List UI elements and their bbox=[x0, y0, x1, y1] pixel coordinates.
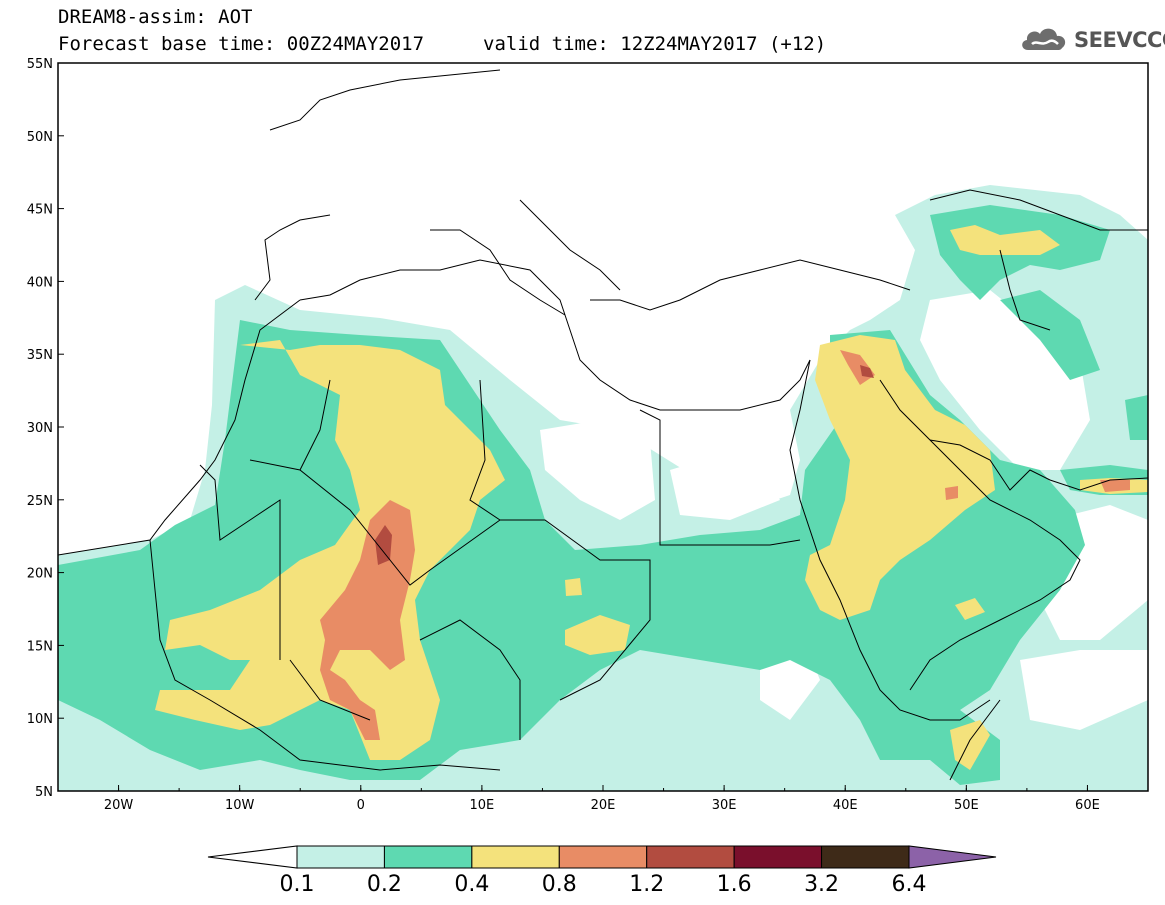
colorbar-label: 1.6 bbox=[716, 872, 752, 897]
colorbar-label: 0.4 bbox=[454, 872, 490, 897]
logo-text: SEEVCCC bbox=[1074, 28, 1165, 52]
lat-label: 35N bbox=[27, 348, 53, 363]
aot-band-0.4 bbox=[155, 225, 1148, 770]
longitude-ticks: 20W 10W 0 10E 20E 30E 40E 50E 60E bbox=[57, 785, 1149, 813]
colorbar-box bbox=[383, 845, 473, 869]
colorbar-label: 3.2 bbox=[804, 872, 840, 897]
lon-label: 20W bbox=[104, 798, 134, 813]
colorbar-box bbox=[471, 845, 560, 869]
lat-label: 5N bbox=[35, 785, 53, 800]
lon-label: 20E bbox=[591, 798, 616, 813]
colorbar-box bbox=[296, 845, 385, 869]
cloud-icon bbox=[1022, 28, 1066, 50]
lon-label: 0 bbox=[357, 798, 365, 813]
colorbar-box bbox=[733, 845, 823, 869]
lat-label: 20N bbox=[27, 567, 53, 582]
colorbar-box bbox=[558, 845, 648, 869]
colorbar-label: 0.2 bbox=[366, 872, 402, 897]
lon-label: 60E bbox=[1075, 798, 1100, 813]
colorbar-label: 0.8 bbox=[541, 872, 577, 897]
valid-time: valid time: 12Z24MAY2017 (+12) bbox=[483, 33, 827, 55]
lat-label: 45N bbox=[27, 203, 53, 218]
latitude-ticks: 55N 50N 45N 40N 35N 30N 25N 20N 15N 10N 5N bbox=[27, 57, 64, 800]
coastlines bbox=[58, 69, 1148, 781]
forecast-base-time: Forecast base time: 00Z24MAY2017 bbox=[58, 33, 425, 55]
aot-field bbox=[58, 63, 1148, 791]
lat-label: 25N bbox=[27, 494, 53, 509]
colorbar-under-arrow bbox=[207, 845, 298, 869]
seevccc-logo: SEEVCCC bbox=[1018, 22, 1165, 58]
lat-label: 55N bbox=[27, 57, 53, 72]
colorbar-label: 0.1 bbox=[279, 872, 315, 897]
colorbar-over-arrow bbox=[908, 845, 997, 869]
lat-label: 50N bbox=[27, 130, 53, 145]
aot-band-1.2 bbox=[375, 365, 874, 565]
colorbar-label: 1.2 bbox=[629, 872, 665, 897]
colorbar-label: 6.4 bbox=[891, 872, 927, 897]
lon-label: 30E bbox=[712, 798, 737, 813]
lon-label: 50E bbox=[954, 798, 979, 813]
colorbar-box bbox=[646, 845, 735, 869]
lon-label: 40E bbox=[833, 798, 858, 813]
lon-label: 10E bbox=[470, 798, 495, 813]
lat-label: 40N bbox=[27, 275, 53, 290]
map-title: DREAM8-assim: AOT bbox=[58, 6, 253, 28]
colorbar bbox=[207, 845, 997, 869]
lon-label: 10W bbox=[225, 798, 255, 813]
lat-label: 10N bbox=[27, 712, 53, 727]
lat-label: 15N bbox=[27, 639, 53, 654]
lat-label: 30N bbox=[27, 421, 53, 436]
colorbar-box bbox=[821, 845, 910, 869]
